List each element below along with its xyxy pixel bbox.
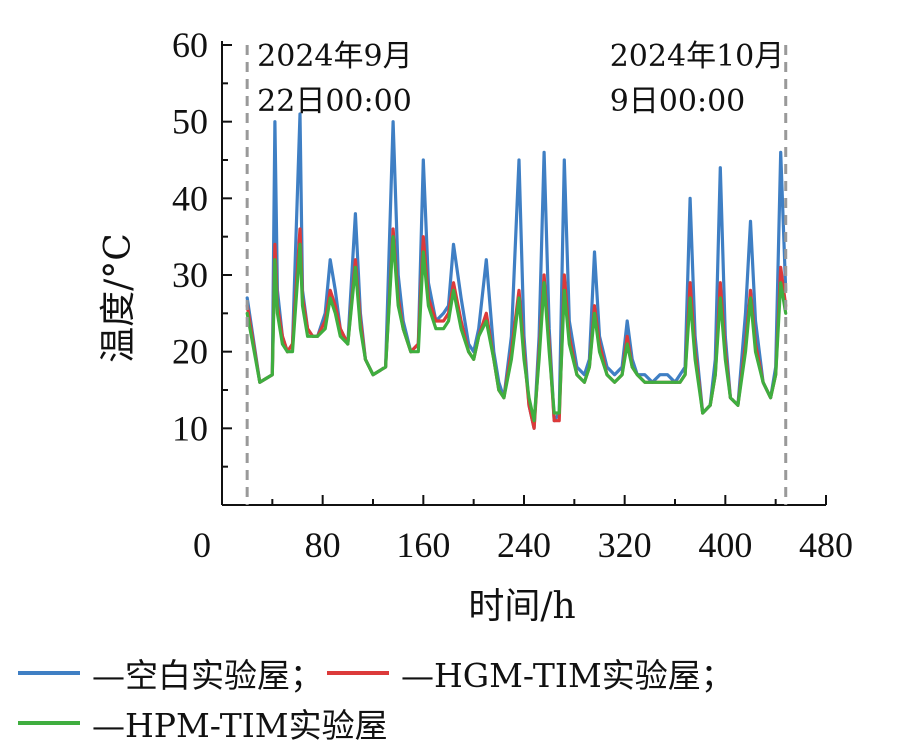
x-tick-label-0: 0 (193, 525, 211, 565)
x-tick-label-1: 80 (305, 525, 341, 565)
y-tick-label-2: 30 (172, 255, 208, 295)
date-annotation-line2-2: 9日00:00 (610, 84, 746, 119)
x-axis-title: 时间/h (468, 586, 575, 627)
ticks: 0 80 160 240 320 400 480 10 20 30 40 50 60 (172, 25, 853, 565)
legend-swatch (18, 671, 80, 675)
date-annotation-line1-1: 2024年9月 (257, 39, 412, 74)
legend: —空白实验屋； —HGM-TIM实验屋； —HPM-TIM实验屋 (18, 648, 908, 748)
legend-row-1: —空白实验屋； —HGM-TIM实验屋； (18, 648, 908, 698)
x-tick-label-4: 320 (598, 525, 652, 565)
x-tick-label-6: 480 (799, 525, 853, 565)
x-tick-label-2: 160 (396, 525, 450, 565)
legend-swatch (18, 721, 80, 725)
legend-label: —空白实验屋； (92, 656, 323, 695)
legend-label: —HPM-TIM实验屋 (92, 706, 388, 745)
legend-row-2: —HPM-TIM实验屋 (18, 698, 908, 748)
plot-lines (245, 112, 788, 430)
y-axis-title: 温度/°C (98, 233, 139, 363)
x-tick-label-3: 240 (497, 525, 551, 565)
legend-item: —HPM-TIM实验屋 (18, 699, 388, 747)
y-tick-label-3: 40 (172, 178, 208, 218)
y-tick-label-4: 50 (172, 102, 208, 142)
legend-label: —HGM-TIM实验屋； (401, 656, 734, 695)
legend-item: —HGM-TIM实验屋； (327, 649, 734, 697)
series-line-3 (245, 235, 788, 423)
annotations: 2024年9月 22日00:00 2024年10月 9日00:00 (245, 39, 788, 505)
y-tick-label-1: 20 (172, 332, 208, 372)
legend-swatch (327, 671, 389, 675)
temperature-line-chart: 0 80 160 240 320 400 480 10 20 30 40 50 60 2024年9月 22… (98, 25, 853, 627)
series-line-1 (245, 112, 788, 430)
x-tick-label-5: 400 (698, 525, 752, 565)
date-annotation-line1-2: 2024年10月 (610, 39, 785, 74)
y-tick-label-0: 10 (172, 408, 208, 448)
y-tick-label-5: 60 (172, 25, 208, 65)
legend-item: —空白实验屋； (18, 649, 323, 697)
date-annotation-line2-1: 22日00:00 (257, 84, 412, 119)
